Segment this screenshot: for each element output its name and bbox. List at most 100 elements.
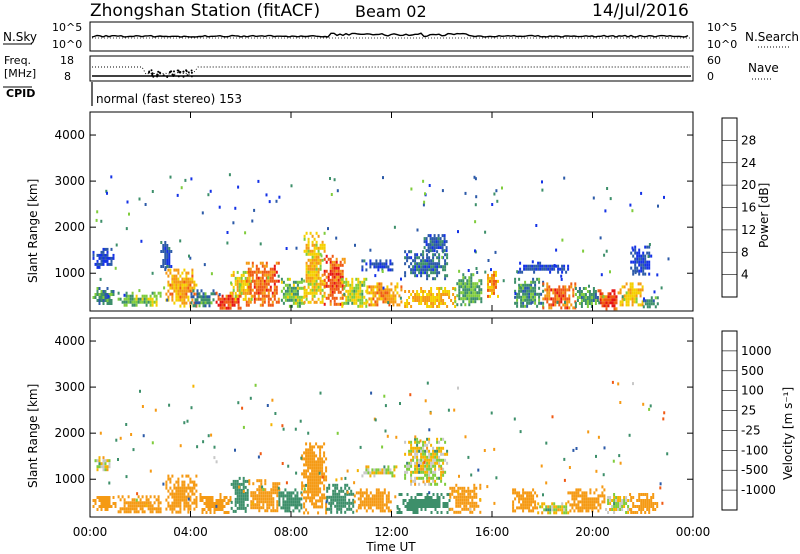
power-cell: [217, 297, 220, 301]
power-cell: [564, 294, 567, 298]
velocity-cell: [311, 469, 314, 473]
power-cell: [580, 302, 583, 305]
power-cell: [615, 295, 618, 299]
power-cell: [418, 256, 421, 260]
power-cell: [430, 271, 433, 275]
power-cell: [125, 291, 128, 295]
velocity-speck: [202, 440, 205, 444]
velocity-cell: [526, 491, 529, 495]
power-cell: [381, 262, 384, 266]
velocity-cell: [153, 495, 156, 499]
velocity-cell: [352, 501, 355, 505]
velocity-cell: [232, 485, 235, 489]
velocity-cell: [340, 498, 343, 502]
velocity-cell: [207, 502, 210, 505]
power-cell: [636, 266, 639, 270]
power-cell: [309, 231, 312, 235]
velocity-cell: [315, 475, 318, 479]
velocity-cell: [522, 503, 525, 507]
velocity-cell: [442, 458, 445, 462]
velocity-cell: [381, 494, 384, 498]
power-cell: [376, 285, 379, 289]
velocity-cell: [473, 501, 476, 505]
power-cell: [127, 300, 130, 304]
velocity-cell: [193, 498, 196, 502]
velocity-cell: [532, 500, 535, 504]
velocity-cell: [438, 505, 441, 508]
velocity-cell: [260, 494, 263, 498]
velocity-cell: [410, 464, 413, 468]
power-cell: [377, 262, 380, 266]
power-region: [92, 287, 115, 305]
power-cell: [430, 265, 433, 269]
velocity-cell: [181, 492, 184, 496]
velocity-cell: [632, 505, 635, 508]
nave-dot: [185, 69, 188, 72]
power-cell: [497, 294, 499, 298]
power-cell: [464, 276, 467, 280]
power-cell: [629, 285, 632, 289]
nave-dot: [176, 69, 179, 72]
power-cell: [609, 301, 612, 305]
power-cell: [359, 289, 362, 293]
power-cell: [438, 262, 441, 266]
nave-dot: [173, 70, 175, 73]
power-cell: [556, 291, 559, 295]
power-cell: [331, 293, 334, 297]
velocity-cell: [638, 499, 641, 502]
power-cell: [609, 295, 612, 299]
power-plot: [92, 173, 670, 311]
power-cell: [162, 259, 165, 262]
velocity-cell: [444, 458, 447, 462]
power-region: [597, 289, 618, 311]
power-cell: [98, 293, 101, 296]
power-cell: [159, 294, 162, 298]
velocity-cell: [644, 493, 647, 496]
velocity-cell: [379, 500, 382, 504]
power-cell: [561, 264, 564, 268]
velocity-cell: [315, 472, 318, 476]
power-cell: [162, 247, 165, 250]
velocity-cell: [436, 493, 439, 496]
velocity-cell: [646, 505, 649, 508]
power-cell: [208, 295, 211, 299]
power-cell: [198, 292, 201, 296]
power-cell: [462, 300, 465, 304]
velocity-cell: [469, 489, 472, 493]
power-cell: [327, 293, 330, 297]
velocity-cell: [296, 497, 299, 501]
power-cell: [400, 288, 403, 292]
power-cell: [448, 290, 451, 293]
power-cell: [557, 267, 560, 271]
velocity-cell: [187, 504, 190, 508]
velocity-cell: [432, 479, 435, 483]
velocity-cell: [367, 500, 370, 504]
velocity-cell: [430, 458, 433, 462]
velocity-cell: [106, 468, 109, 472]
velocity-cell: [387, 465, 390, 469]
power-cell: [168, 247, 171, 250]
power-cell: [349, 298, 352, 302]
power-cell: [191, 268, 194, 272]
power-cell: [265, 294, 268, 298]
power-cell: [151, 291, 154, 295]
velocity-cell: [313, 466, 316, 470]
power-cell: [323, 257, 326, 261]
power-cell: [420, 299, 423, 302]
velocity-cell: [303, 463, 306, 467]
velocity-cell: [553, 511, 556, 515]
date-label: 14/Jul/2016: [592, 1, 689, 21]
power-cell: [169, 286, 172, 290]
power-cell: [171, 286, 174, 290]
power-cell: [476, 285, 479, 289]
power-cell: [244, 282, 247, 286]
velocity-cell: [323, 475, 326, 479]
velocity-speck: [495, 476, 498, 480]
power-cell: [261, 297, 264, 301]
power-cell: [532, 286, 535, 290]
power-cell: [361, 295, 364, 299]
velocity-cell: [467, 507, 470, 511]
velocity-cell: [309, 463, 312, 467]
power-cell: [275, 288, 278, 292]
power-cell: [96, 299, 99, 302]
